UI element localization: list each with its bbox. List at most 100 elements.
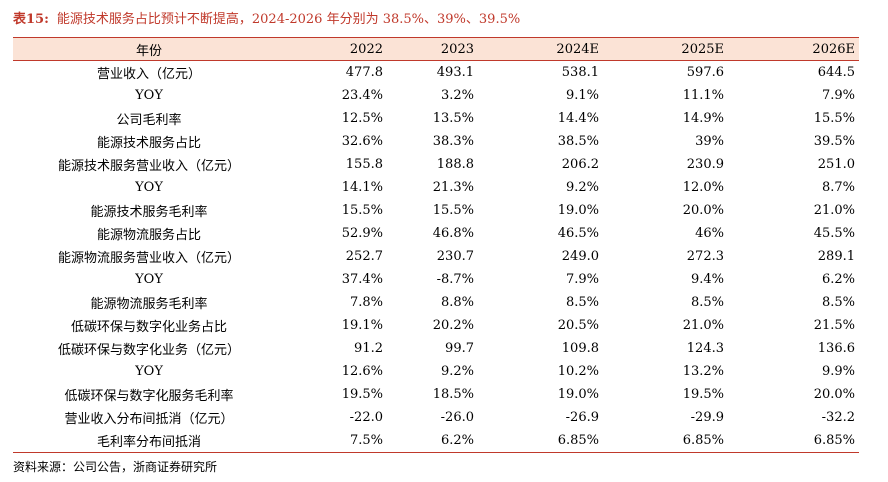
table-title-text: 能源技术服务占比预计不断提高，2024-2026 年分别为 38.5%、39%、… xyxy=(56,12,521,27)
value-cell: 32.6% xyxy=(341,134,383,149)
value-cell: 21.5% xyxy=(813,318,855,333)
value-cell: 19.0% xyxy=(557,387,599,402)
header-cell-year: 2023 xyxy=(387,37,478,61)
row-label-cell: 能源物流服务毛利率 xyxy=(90,297,208,312)
value-cell: 8.7% xyxy=(821,180,855,195)
table-row: YOY 14.1% 21.3% 9.2% 12.0% 8.7% xyxy=(13,176,859,199)
value-cell: 21.3% xyxy=(432,180,474,195)
table-row: 低碳环保与数字化服务毛利率 19.5% 18.5% 19.0% 19.5% 20.0% xyxy=(13,383,859,406)
value-cell: 15.5% xyxy=(432,203,474,218)
value-cell: 10.2% xyxy=(557,364,599,379)
table-body: 营业收入（亿元） 477.8 493.1 538.1 597.6 644.5 YOY 23.4… xyxy=(13,61,859,453)
value-cell: 7.8% xyxy=(349,295,383,310)
table-row: 低碳环保与数字化业务占比 19.1% 20.2% 20.5% 21.0% 21.5% xyxy=(13,314,859,337)
table-row: 能源技术服务营业收入（亿元） 155.8 188.8 206.2 230.9 251.0 xyxy=(13,153,859,176)
value-cell: 252.7 xyxy=(345,249,383,264)
row-label-cell: 低碳环保与数字化服务毛利率 xyxy=(64,389,234,404)
value-cell: 251.0 xyxy=(817,157,855,172)
value-cell: 13.2% xyxy=(682,364,724,379)
value-cell: 99.7 xyxy=(445,341,474,356)
header-cell-label: 年份 xyxy=(13,37,285,61)
value-cell: 8.5% xyxy=(565,295,599,310)
header-cell-year: 2022 xyxy=(285,37,387,61)
value-cell: 20.0% xyxy=(813,387,855,402)
header-cell-year: 2025E xyxy=(603,37,728,61)
row-label-cell: 营业收入分布间抵消（亿元） xyxy=(64,412,234,427)
value-cell: 6.85% xyxy=(728,429,859,453)
value-cell: 136.6 xyxy=(817,341,855,356)
value-cell: 124.3 xyxy=(686,341,724,356)
row-label-cell: 毛利率分布间抵消 xyxy=(13,429,285,453)
value-cell: 38.5% xyxy=(557,134,599,149)
row-label-cell: YOY xyxy=(135,364,163,379)
value-cell: 21.0% xyxy=(682,318,724,333)
value-cell: 14.4% xyxy=(557,111,599,126)
table-row: 能源技术服务占比 32.6% 38.3% 38.5% 39% 39.5% xyxy=(13,130,859,153)
data-table-container: 年份 2022 2023 2024E 2025E 2026E 营业收入（亿元） 477.8 4… xyxy=(13,37,859,453)
value-cell: 39% xyxy=(695,134,724,149)
value-cell: 38.3% xyxy=(432,134,474,149)
value-cell: 39.5% xyxy=(813,134,855,149)
value-cell: 493.1 xyxy=(436,65,474,80)
table-row: 能源技术服务毛利率 15.5% 15.5% 19.0% 20.0% 21.0% xyxy=(13,199,859,222)
value-cell: -22.0 xyxy=(349,410,383,425)
value-cell: 19.5% xyxy=(682,387,724,402)
value-cell: -29.9 xyxy=(690,410,724,425)
table-row: 营业收入（亿元） 477.8 493.1 538.1 597.6 644.5 xyxy=(13,61,859,85)
header-cell-year: 2026E xyxy=(728,37,859,61)
value-cell: 13.5% xyxy=(432,111,474,126)
value-cell: 9.2% xyxy=(440,364,474,379)
value-cell: 12.0% xyxy=(682,180,724,195)
value-cell: 46.5% xyxy=(557,226,599,241)
value-cell: 272.3 xyxy=(686,249,724,264)
value-cell: 19.1% xyxy=(341,318,383,333)
table-row: 营业收入分布间抵消（亿元） -22.0 -26.0 -26.9 -29.9 -32.2 xyxy=(13,406,859,429)
header-cell-year: 2024E xyxy=(478,37,603,61)
value-cell: 19.5% xyxy=(341,387,383,402)
table-row: YOY 23.4% 3.2% 9.1% 11.1% 7.9% xyxy=(13,84,859,107)
value-cell: 15.5% xyxy=(813,111,855,126)
table-title: 表15: 能源技术服务占比预计不断提高，2024-2026 年分别为 38.5%、… xyxy=(13,8,520,27)
value-cell: 8.5% xyxy=(690,295,724,310)
table-row: 公司毛利率 12.5% 13.5% 14.4% 14.9% 15.5% xyxy=(13,107,859,130)
table-row: YOY 37.4% -8.7% 7.9% 9.4% 6.2% xyxy=(13,268,859,291)
value-cell: 6.85% xyxy=(603,429,728,453)
source-note: 资料来源：公司公告，浙商证券研究所 xyxy=(13,460,218,474)
value-cell: 37.4% xyxy=(341,272,383,287)
row-label-cell: 低碳环保与数字化业务（亿元） xyxy=(57,343,240,358)
value-cell: 15.5% xyxy=(341,203,383,218)
row-label-cell: 能源物流服务占比 xyxy=(96,228,201,243)
value-cell: 230.7 xyxy=(436,249,474,264)
row-label-cell: 营业收入（亿元） xyxy=(96,67,201,82)
value-cell: 9.1% xyxy=(565,88,599,103)
value-cell: 6.85% xyxy=(478,429,603,453)
value-cell: -26.0 xyxy=(440,410,474,425)
data-table: 年份 2022 2023 2024E 2025E 2026E 营业收入（亿元） 477.8 4… xyxy=(13,37,859,453)
value-cell: 9.4% xyxy=(690,272,724,287)
table-row: 能源物流服务占比 52.9% 46.8% 46.5% 46% 45.5% xyxy=(13,222,859,245)
value-cell: 91.2 xyxy=(354,341,383,356)
row-label-cell: YOY xyxy=(135,272,163,287)
value-cell: 19.0% xyxy=(557,203,599,218)
value-cell: 46.8% xyxy=(432,226,474,241)
value-cell: 12.5% xyxy=(341,111,383,126)
value-cell: 109.8 xyxy=(561,341,599,356)
value-cell: 6.2% xyxy=(821,272,855,287)
row-label-cell: 能源技术服务营业收入（亿元） xyxy=(57,159,240,174)
value-cell: 21.0% xyxy=(813,203,855,218)
row-label-cell: 低碳环保与数字化业务占比 xyxy=(70,320,227,335)
value-cell: 8.8% xyxy=(440,295,474,310)
table-row: YOY 12.6% 9.2% 10.2% 13.2% 9.9% xyxy=(13,360,859,383)
table-row: 低碳环保与数字化业务（亿元） 91.2 99.7 109.8 124.3 136.6 xyxy=(13,337,859,360)
row-label-cell: 公司毛利率 xyxy=(116,113,182,128)
value-cell: 3.2% xyxy=(440,88,474,103)
row-label-cell: 能源物流服务营业收入（亿元） xyxy=(57,251,240,266)
table-header-row: 年份 2022 2023 2024E 2025E 2026E xyxy=(13,37,859,61)
value-cell: 7.9% xyxy=(565,272,599,287)
value-cell: 9.2% xyxy=(565,180,599,195)
value-cell: 230.9 xyxy=(686,157,724,172)
value-cell: 206.2 xyxy=(561,157,599,172)
value-cell: 644.5 xyxy=(817,65,855,80)
value-cell: 14.1% xyxy=(341,180,383,195)
value-cell: 7.9% xyxy=(821,88,855,103)
